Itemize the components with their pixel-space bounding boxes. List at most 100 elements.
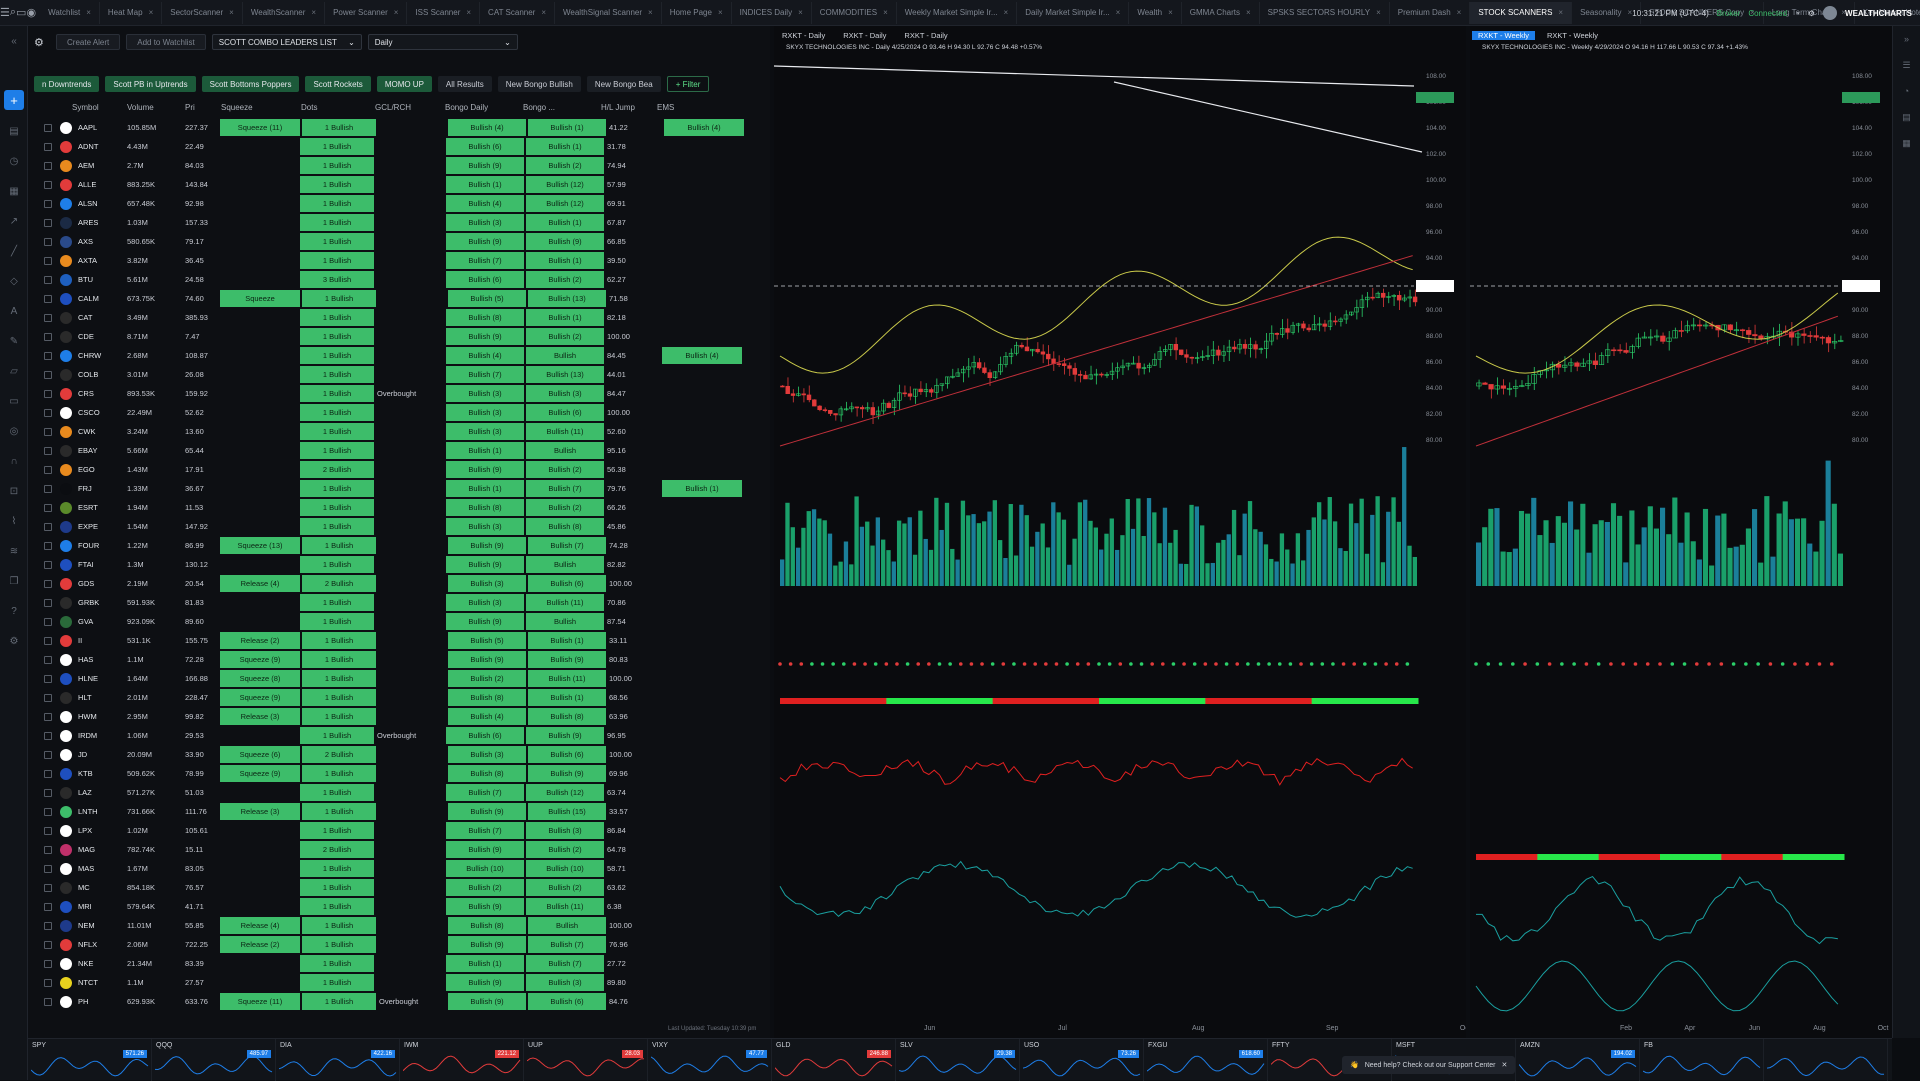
ai-icon[interactable]: ◉	[26, 7, 37, 19]
clock-icon[interactable]: ◷	[9, 155, 19, 167]
table-row[interactable]: CSCO 22.49M 52.62 1 Bullish Bullish (3) Bulli…	[28, 403, 770, 422]
table-row[interactable]: MRI 579.64K 41.71 1 Bullish Bullish (9) Bulli…	[28, 897, 770, 916]
mini-chart[interactable]: SLV 29.38	[896, 1039, 1020, 1081]
table-row[interactable]: MC 854.18K 76.57 1 Bullish Bullish (2) Bullis…	[28, 878, 770, 897]
table-row[interactable]: NKE 21.34M 83.39 1 Bullish Bullish (1) Bullis…	[28, 954, 770, 973]
row-checkbox[interactable]	[44, 674, 52, 683]
tab-8[interactable]: Home Page ×	[662, 1, 732, 24]
table-row[interactable]: EGO 1.43M 17.91 2 Bullish Bullish (9) Bullish…	[28, 460, 770, 479]
line-tool-icon[interactable]: ╱	[10, 245, 18, 257]
tab-3[interactable]: WealthScanner ×	[243, 1, 326, 24]
tab-5[interactable]: ISS Scanner ×	[407, 1, 481, 24]
table-row[interactable]: AXTA 3.82M 36.45 1 Bullish Bullish (7) Bullis…	[28, 251, 770, 270]
row-checkbox[interactable]	[44, 484, 52, 493]
table-row[interactable]: COLB 3.01M 26.08 1 Bullish Bullish (7) Bullis…	[28, 365, 770, 384]
row-checkbox[interactable]	[44, 579, 52, 588]
row-checkbox[interactable]	[44, 427, 52, 436]
daily-chart[interactable]: RXKT - Daily RXKT - Daily RXKT - Daily SKY…	[774, 26, 1466, 1038]
symbol-cell[interactable]: JD	[28, 746, 124, 763]
row-checkbox[interactable]	[44, 921, 52, 930]
table-row[interactable]: NEM 11.01M 55.85 Release (4) 1 Bullish Bullis…	[28, 916, 770, 935]
table-row[interactable]: HLT 2.01M 228.47 Squeeze (9) 1 Bullish Bullis…	[28, 688, 770, 707]
chart-icon[interactable]: ⌇	[11, 515, 17, 527]
table-row[interactable]: LPX 1.02M 105.61 1 Bullish Bullish (7) Bullis…	[28, 821, 770, 840]
settings-icon[interactable]: ⚙	[9, 635, 19, 647]
column-header[interactable]: Dots	[301, 102, 318, 112]
shape-tool-icon[interactable]: ◇	[10, 275, 18, 287]
avatar[interactable]	[1823, 6, 1838, 20]
table-row[interactable]: ARES 1.03M 157.33 1 Bullish Bullish (3) Bulli…	[28, 213, 770, 232]
table-row[interactable]: BTU 5.61M 24.58 3 Bullish Bullish (6) Bullish…	[28, 270, 770, 289]
table-row[interactable]: HLNE 1.64M 166.88 Squeeze (8) 1 Bullish Bulli…	[28, 669, 770, 688]
row-checkbox[interactable]	[44, 351, 52, 360]
alerts-icon[interactable]: ◔	[1903, 86, 1910, 96]
row-checkbox[interactable]	[44, 123, 52, 132]
close-tab-icon[interactable]: ×	[1558, 8, 1564, 17]
close-tab-icon[interactable]: ×	[1750, 8, 1755, 17]
symbol-cell[interactable]: FRJ	[28, 480, 124, 497]
symbol-cell[interactable]: ARES	[28, 214, 124, 231]
row-checkbox[interactable]	[44, 598, 52, 607]
row-checkbox[interactable]	[44, 655, 52, 664]
mini-chart[interactable]: GLD 246.88	[772, 1039, 896, 1081]
row-checkbox[interactable]	[44, 465, 52, 474]
symbol-cell[interactable]: ALLE	[28, 176, 124, 193]
tab-20[interactable]: Long Term Charts ×	[1764, 1, 1855, 24]
tab-15[interactable]: SPSKS SECTORS HOURLY ×	[1260, 1, 1390, 24]
row-checkbox[interactable]	[44, 769, 52, 778]
table-row[interactable]: II 531.1K 155.75 Release (2) 1 Bullish Bullis…	[28, 631, 770, 650]
symbol-cell[interactable]: COLB	[28, 366, 124, 383]
close-tab-icon[interactable]: ×	[393, 8, 399, 17]
symbol-cell[interactable]: NFLX	[28, 936, 124, 953]
symbol-cell[interactable]: EGO	[28, 461, 124, 478]
close-tab-icon[interactable]: ×	[798, 8, 803, 17]
table-row[interactable]: EXPE 1.54M 147.92 1 Bullish Bullish (3) Bulli…	[28, 517, 770, 536]
broker-status[interactable]: Broker	[1716, 8, 1741, 18]
filter-chip[interactable]: Scott Bottoms Poppers	[201, 76, 300, 92]
close-tab-icon[interactable]: ×	[541, 8, 546, 17]
text-tool-icon[interactable]: A	[10, 305, 18, 317]
ruler-icon[interactable]: ▱	[10, 365, 18, 377]
column-header[interactable]: GCL/RCH	[375, 102, 412, 112]
tab-16[interactable]: Premium Dash ×	[1390, 1, 1471, 24]
column-header[interactable]: H/L Jump	[601, 102, 635, 112]
row-checkbox[interactable]	[44, 959, 52, 968]
table-row[interactable]: CHRW 2.68M 108.87 1 Bullish Bullish (4) Bulli…	[28, 346, 770, 365]
symbol-cell[interactable]: EXPE	[28, 518, 124, 535]
table-row[interactable]: CDE 8.71M 7.47 1 Bullish Bullish (9) Bullish …	[28, 327, 770, 346]
row-checkbox[interactable]	[44, 864, 52, 873]
symbol-cell[interactable]: NKE	[28, 955, 124, 972]
symbol-cell[interactable]: GVA	[28, 613, 124, 630]
column-header[interactable]: Squeeze	[221, 102, 253, 112]
tab-17[interactable]: STOCK SCANNERS ×	[1470, 1, 1573, 24]
table-row[interactable]: HWM 2.95M 99.82 Release (3) 1 Bullish Bullish…	[28, 707, 770, 726]
create-alert-button[interactable]: Create Alert	[56, 34, 121, 50]
tab-9[interactable]: INDICES Daily ×	[732, 1, 812, 24]
magnet-icon[interactable]: ∩	[10, 455, 18, 467]
row-checkbox[interactable]	[44, 256, 52, 265]
table-row[interactable]: LNTH 731.66K 111.76 Release (3) 1 Bullish Bul…	[28, 802, 770, 821]
symbol-cell[interactable]: AXTA	[28, 252, 124, 269]
symbol-cell[interactable]: KTB	[28, 765, 124, 782]
column-header[interactable]: Bongo ...	[523, 102, 556, 112]
row-checkbox[interactable]	[44, 218, 52, 227]
table-row[interactable]: CALM 673.75K 74.60 Squeeze 1 Bullish Bullish …	[28, 289, 770, 308]
settings-gear-icon[interactable]: ⚙	[34, 36, 44, 49]
chart-tab[interactable]: RXKT - Daily	[782, 30, 826, 40]
table-row[interactable]: IRDM 1.06M 29.53 1 Bullish Overbought Bullish…	[28, 726, 770, 745]
table-row[interactable]: ADNT 4.43M 22.49 1 Bullish Bullish (6) Bullis…	[28, 137, 770, 156]
row-checkbox[interactable]	[44, 712, 52, 721]
symbol-cell[interactable]: MAG	[28, 841, 124, 858]
table-row[interactable]: AAPL 105.85M 227.37 Squeeze (11) 1 Bullish Bu…	[28, 118, 770, 137]
column-header[interactable]: Bongo Daily	[445, 102, 489, 112]
close-tab-icon[interactable]: ×	[148, 8, 154, 17]
row-checkbox[interactable]	[44, 731, 52, 740]
chart-tab[interactable]: RXKT - Weekly	[1546, 30, 1598, 40]
help-icon[interactable]: ?	[11, 605, 17, 617]
table-row[interactable]: JD 20.09M 33.90 Squeeze (6) 2 Bullish Bullish…	[28, 745, 770, 764]
row-checkbox[interactable]	[44, 560, 52, 569]
close-tab-icon[interactable]: ×	[1003, 8, 1009, 17]
row-checkbox[interactable]	[44, 940, 52, 949]
close-tab-icon[interactable]: ×	[466, 8, 472, 17]
symbol-cell[interactable]: IRDM	[28, 727, 124, 744]
